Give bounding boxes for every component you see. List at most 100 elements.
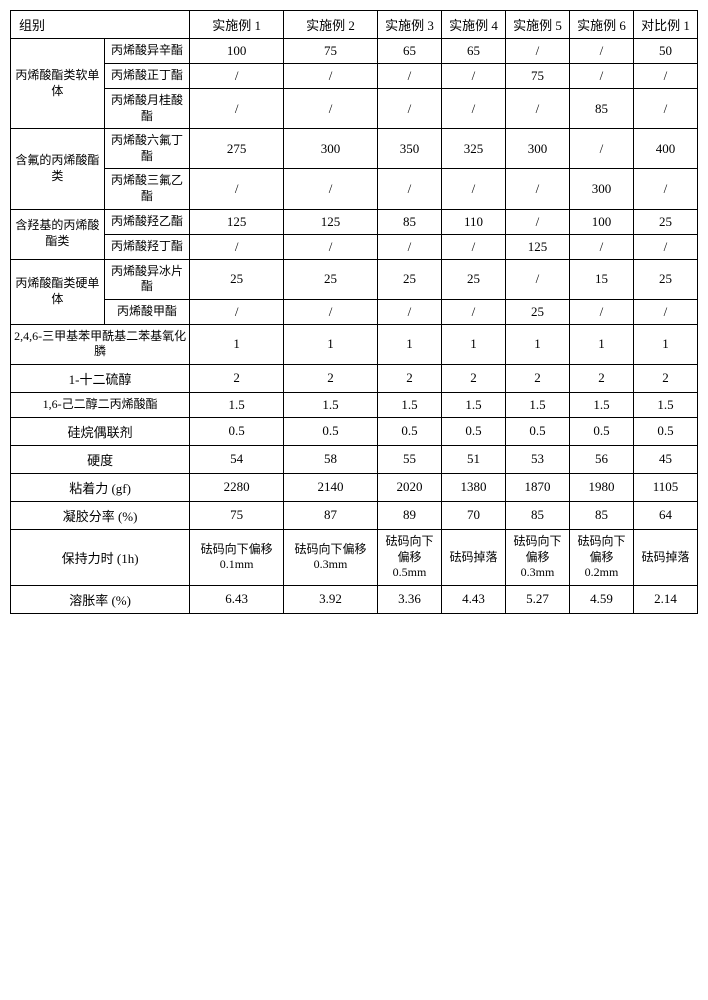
cat-hardness: 硬度 <box>11 445 190 473</box>
cat-fluor: 含氟的丙烯酸酯类 <box>11 129 105 209</box>
cell: 砝码向下偏移 0.3mm <box>284 529 378 585</box>
cell: 15 <box>569 259 633 299</box>
cell: 0.5 <box>284 417 378 445</box>
cell: 0.5 <box>377 417 441 445</box>
cell: / <box>505 89 569 129</box>
cat-gel: 凝胶分率 (%) <box>11 501 190 529</box>
table-row: 丙烯酸月桂酸酯 / / / / / 85 / <box>11 89 698 129</box>
cat-adhesion: 粘着力 (gf) <box>11 473 190 501</box>
cell: 275 <box>190 129 284 169</box>
cell: 1105 <box>633 473 697 501</box>
cell: 2 <box>569 364 633 392</box>
cell: / <box>377 64 441 89</box>
table-row: 丙烯酸羟丁酯 / / / / 125 / / <box>11 234 698 259</box>
cat-hard: 丙烯酸酯类硬单体 <box>11 259 105 324</box>
cell: 4.59 <box>569 585 633 613</box>
table-row: 丙烯酸甲酯 / / / / 25 / / <box>11 299 698 324</box>
header-col: 实施例 1 <box>190 11 284 39</box>
cat-soft: 丙烯酸酯类软单体 <box>11 39 105 129</box>
cell: / <box>190 299 284 324</box>
header-group: 组别 <box>11 11 190 39</box>
table-row: 凝胶分率 (%) 75 87 89 70 85 85 64 <box>11 501 698 529</box>
cell: / <box>190 64 284 89</box>
cell: 85 <box>505 501 569 529</box>
cell: / <box>284 169 378 209</box>
cell: 50 <box>633 39 697 64</box>
cell: / <box>633 169 697 209</box>
cell: / <box>633 234 697 259</box>
cell: / <box>441 234 505 259</box>
cell: / <box>284 64 378 89</box>
cell: 100 <box>569 209 633 234</box>
header-col: 实施例 4 <box>441 11 505 39</box>
cell: 砝码掉落 <box>633 529 697 585</box>
cell: 55 <box>377 445 441 473</box>
cat-tpo: 2,4,6-三甲基苯甲酰基二苯基氧化膦 <box>11 324 190 364</box>
cell: 25 <box>633 259 697 299</box>
cell: 85 <box>569 501 633 529</box>
cell: 1 <box>569 324 633 364</box>
header-col: 实施例 3 <box>377 11 441 39</box>
cell: 350 <box>377 129 441 169</box>
sub-soft2: 丙烯酸正丁酯 <box>104 64 189 89</box>
cell: 1 <box>190 324 284 364</box>
cell: 1.5 <box>284 392 378 417</box>
cell: 25 <box>284 259 378 299</box>
header-col: 实施例 6 <box>569 11 633 39</box>
cat-hdda: 1,6-己二醇二丙烯酸酯 <box>11 392 190 417</box>
sub-fluor2: 丙烯酸三氟乙酯 <box>104 169 189 209</box>
cell: 65 <box>441 39 505 64</box>
cell: / <box>190 234 284 259</box>
cell: 25 <box>441 259 505 299</box>
cell: 125 <box>284 209 378 234</box>
cell: 2 <box>633 364 697 392</box>
cell: 0.5 <box>505 417 569 445</box>
cell: / <box>190 169 284 209</box>
cat-dodec: 1-十二硫醇 <box>11 364 190 392</box>
cell: 1.5 <box>569 392 633 417</box>
table-row: 丙烯酸酯类软单体 丙烯酸异辛酯 100 75 65 65 / / 50 <box>11 39 698 64</box>
table-row: 1-十二硫醇 2 2 2 2 2 2 2 <box>11 364 698 392</box>
table-row: 丙烯酸酯类硬单体 丙烯酸异冰片酯 25 25 25 25 / 15 25 <box>11 259 698 299</box>
cell: 100 <box>190 39 284 64</box>
cell: 1.5 <box>190 392 284 417</box>
cell: 砝码掉落 <box>441 529 505 585</box>
cell: 砝码向下偏移 0.5mm <box>377 529 441 585</box>
cell: 53 <box>505 445 569 473</box>
cat-swell: 溶胀率 (%) <box>11 585 190 613</box>
sub-hyd2: 丙烯酸羟丁酯 <box>104 234 189 259</box>
cell: / <box>633 299 697 324</box>
cell: / <box>505 169 569 209</box>
cell: / <box>569 64 633 89</box>
table-header-row: 组别 实施例 1 实施例 2 实施例 3 实施例 4 实施例 5 实施例 6 对… <box>11 11 698 39</box>
cell: 125 <box>505 234 569 259</box>
cell: 砝码向下偏移 0.2mm <box>569 529 633 585</box>
cell: 89 <box>377 501 441 529</box>
cell: 2020 <box>377 473 441 501</box>
cell: 1380 <box>441 473 505 501</box>
cell: 110 <box>441 209 505 234</box>
cell: 砝码向下偏移 0.1mm <box>190 529 284 585</box>
cell: / <box>633 64 697 89</box>
cell: 70 <box>441 501 505 529</box>
cell: 0.5 <box>633 417 697 445</box>
cell: 2.14 <box>633 585 697 613</box>
cell: 75 <box>284 39 378 64</box>
table-row: 保持力时 (1h) 砝码向下偏移 0.1mm 砝码向下偏移 0.3mm 砝码向下… <box>11 529 698 585</box>
cell: 25 <box>377 259 441 299</box>
cell: / <box>569 234 633 259</box>
cell: 5.27 <box>505 585 569 613</box>
cell: / <box>441 89 505 129</box>
cell: 2280 <box>190 473 284 501</box>
cell: 56 <box>569 445 633 473</box>
cat-hydroxy: 含羟基的丙烯酸酯类 <box>11 209 105 259</box>
cell: 85 <box>377 209 441 234</box>
cell: 砝码向下偏移 0.3mm <box>505 529 569 585</box>
table-row: 2,4,6-三甲基苯甲酰基二苯基氧化膦 1 1 1 1 1 1 1 <box>11 324 698 364</box>
cell: / <box>569 299 633 324</box>
data-table: 组别 实施例 1 实施例 2 实施例 3 实施例 4 实施例 5 实施例 6 对… <box>10 10 698 614</box>
sub-soft3: 丙烯酸月桂酸酯 <box>104 89 189 129</box>
cell: / <box>377 234 441 259</box>
cell: / <box>284 234 378 259</box>
cell: 1.5 <box>377 392 441 417</box>
